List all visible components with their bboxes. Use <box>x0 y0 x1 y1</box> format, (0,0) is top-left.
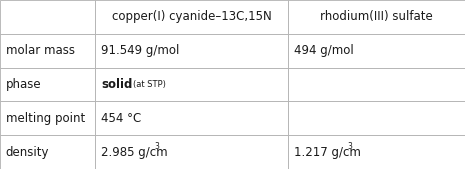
Text: 2.985 g/cm: 2.985 g/cm <box>101 146 167 159</box>
Bar <box>0 0 95 34</box>
Text: rhodium(III) sulfate: rhodium(III) sulfate <box>320 10 433 23</box>
Text: phase: phase <box>6 78 41 91</box>
Bar <box>95 135 288 169</box>
Text: 494 g/mol: 494 g/mol <box>294 44 353 57</box>
Bar <box>288 101 465 135</box>
Bar <box>95 101 288 135</box>
Bar <box>0 101 95 135</box>
Text: density: density <box>6 146 49 159</box>
Text: melting point: melting point <box>6 112 85 125</box>
Bar <box>0 68 95 101</box>
Bar <box>95 34 288 68</box>
Text: copper(I) cyanide–13C,15N: copper(I) cyanide–13C,15N <box>112 10 272 23</box>
Bar <box>288 135 465 169</box>
Bar <box>95 0 288 34</box>
Text: (at STP): (at STP) <box>133 80 166 89</box>
Bar <box>0 34 95 68</box>
Text: 91.549 g/mol: 91.549 g/mol <box>101 44 179 57</box>
Bar <box>0 135 95 169</box>
Bar <box>95 68 288 101</box>
Bar <box>288 68 465 101</box>
Text: 1.217 g/cm: 1.217 g/cm <box>294 146 361 159</box>
Text: solid: solid <box>101 78 132 91</box>
Text: 3: 3 <box>347 141 352 151</box>
Text: molar mass: molar mass <box>6 44 74 57</box>
Bar <box>288 34 465 68</box>
Text: 3: 3 <box>154 141 159 151</box>
Bar <box>288 0 465 34</box>
Text: 454 °C: 454 °C <box>101 112 141 125</box>
